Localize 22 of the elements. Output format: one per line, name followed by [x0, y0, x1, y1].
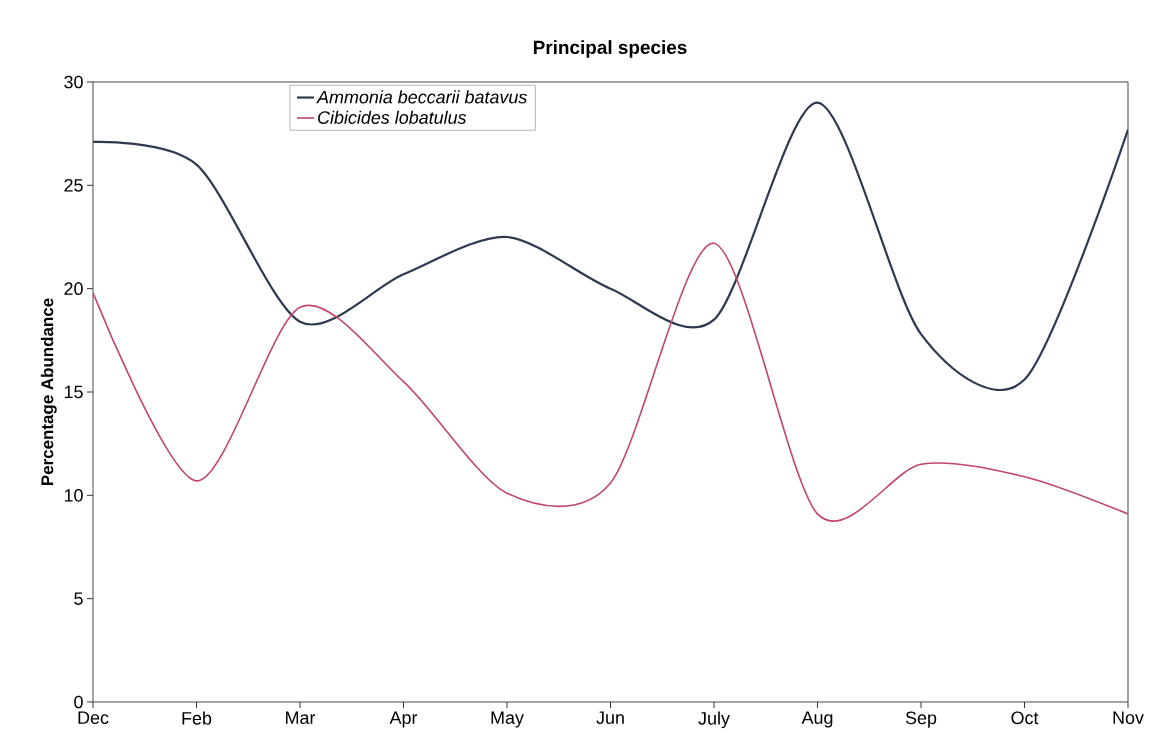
x-tick-label: Apr: [389, 711, 418, 728]
x-tick-label: Aug: [801, 711, 833, 728]
x-tick-label: May: [491, 711, 524, 728]
y-tick-label: 20: [64, 282, 83, 295]
y-axis-title: Percentage Abundance: [40, 298, 57, 485]
y-tick-label: 0: [74, 695, 83, 709]
y-tick-label: 30: [64, 75, 83, 89]
x-tick-label: Feb: [182, 711, 212, 725]
y-tick-label: 10: [64, 488, 83, 502]
chart-title: Principal species: [533, 40, 687, 58]
x-tick-label: Dec: [78, 711, 109, 725]
x-tick-label: Oct: [1011, 711, 1039, 725]
x-tick-label: Jun: [596, 711, 624, 725]
x-tick-label: Nov: [1113, 711, 1144, 725]
x-tick-label: Sep: [905, 711, 937, 728]
legend-label: Cibicides lobatulus: [318, 110, 467, 124]
x-tick-label: July: [698, 711, 730, 729]
x-tick-label: Mar: [286, 711, 316, 725]
legend-label: Ammonia beccarii batavus: [316, 90, 527, 104]
y-tick-label: 15: [64, 385, 83, 399]
y-tick-label: 5: [74, 592, 83, 605]
y-tick-label: 25: [64, 178, 83, 192]
